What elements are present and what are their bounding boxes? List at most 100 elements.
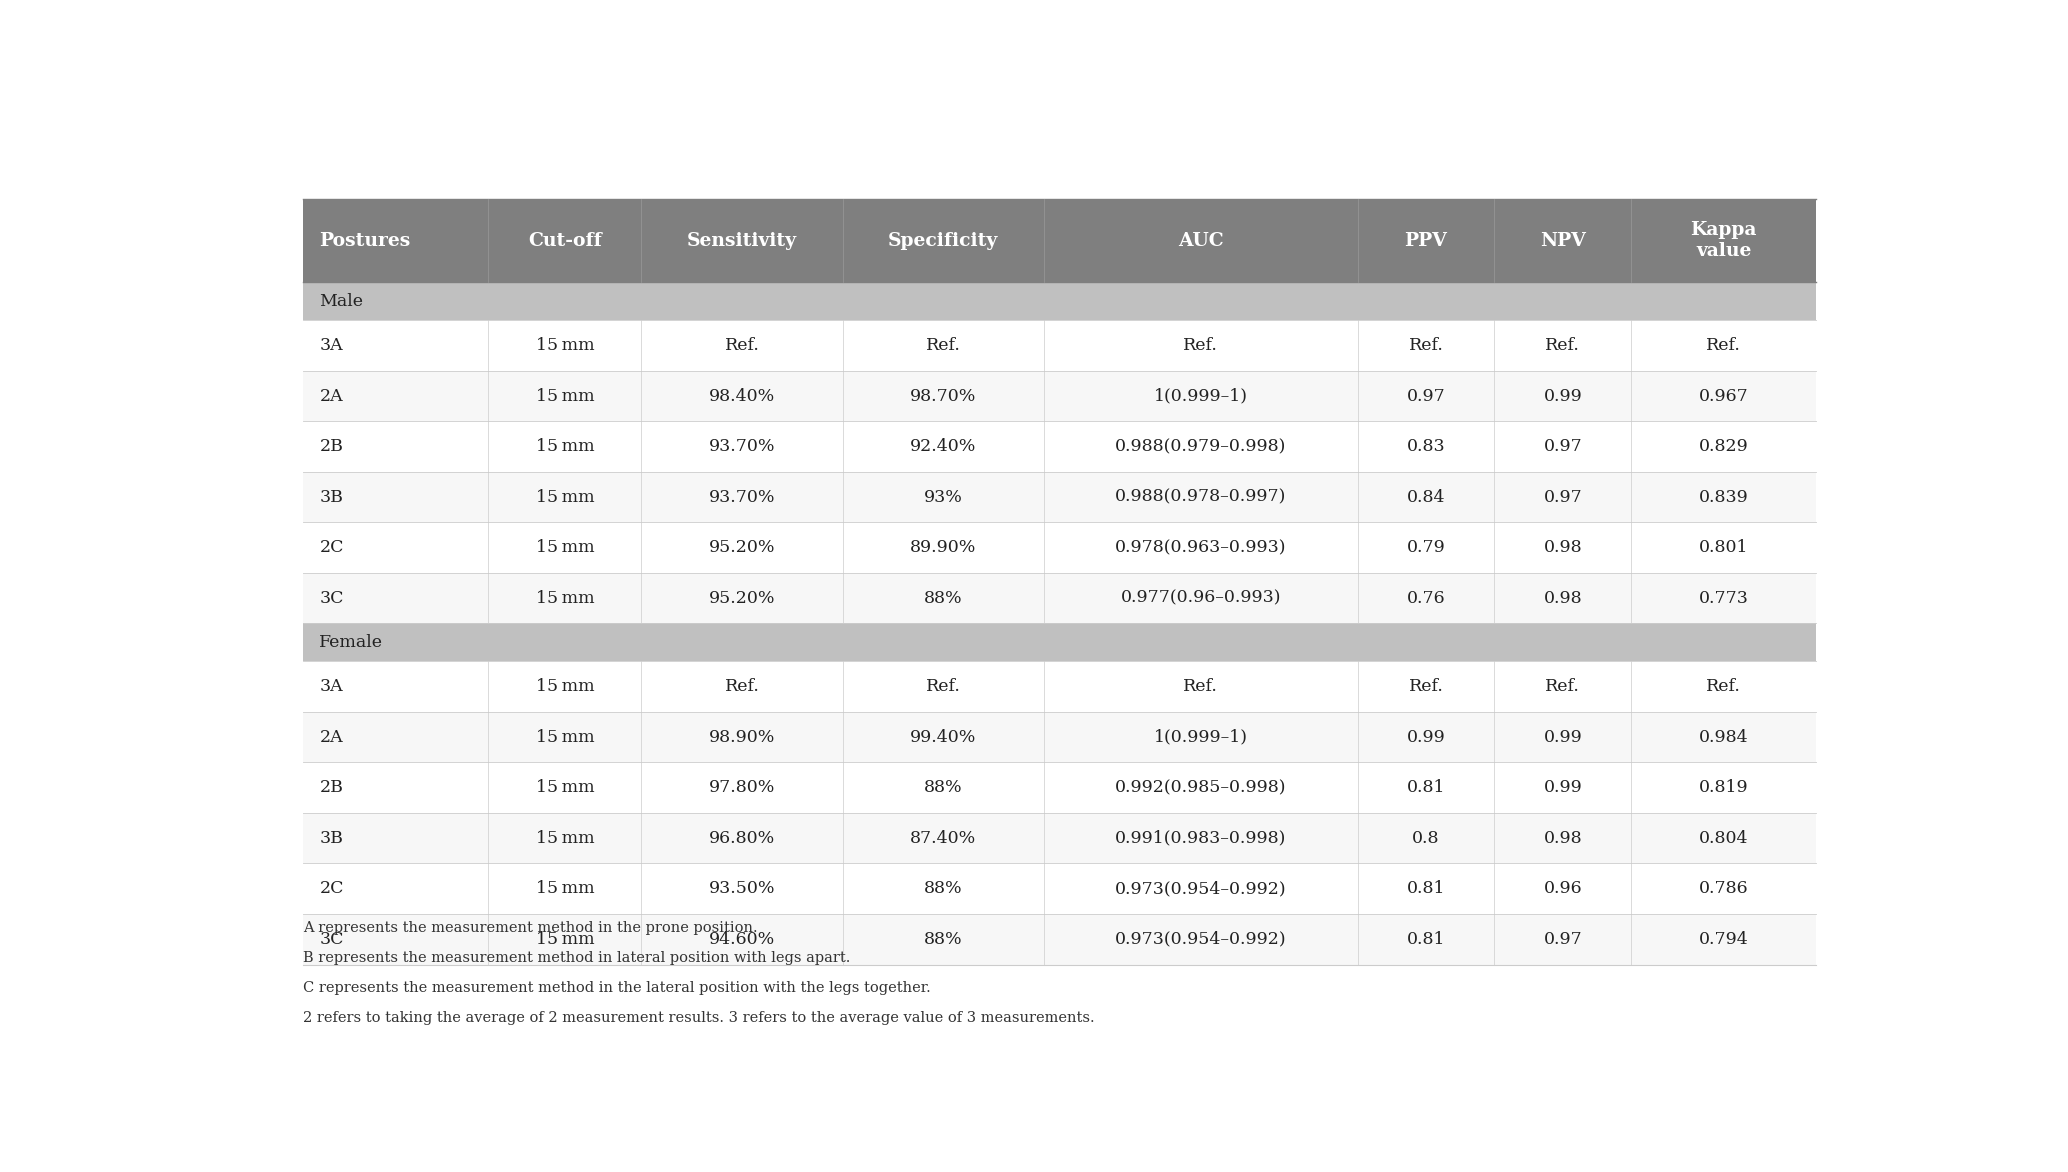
Text: 15 mm: 15 mm <box>536 539 594 557</box>
Text: 2B: 2B <box>318 779 343 796</box>
Text: 0.819: 0.819 <box>1700 779 1750 796</box>
Text: Ref.: Ref. <box>1408 338 1443 354</box>
Text: 0.804: 0.804 <box>1700 830 1750 846</box>
Bar <box>304 282 1816 320</box>
Text: 0.99: 0.99 <box>1543 779 1582 796</box>
Text: 98.90%: 98.90% <box>709 729 776 745</box>
Text: 0.8: 0.8 <box>1412 830 1439 846</box>
Text: 92.40%: 92.40% <box>910 438 976 455</box>
Text: 15 mm: 15 mm <box>536 679 594 695</box>
Bar <box>304 370 1816 421</box>
Text: 3C: 3C <box>318 931 343 948</box>
Text: 88%: 88% <box>924 779 962 796</box>
Bar <box>304 320 1816 370</box>
Text: 93.70%: 93.70% <box>709 489 776 505</box>
Text: 88%: 88% <box>924 880 962 898</box>
Text: 15 mm: 15 mm <box>536 590 594 607</box>
Text: Ref.: Ref. <box>926 679 962 695</box>
Text: 0.988(0.979–0.998): 0.988(0.979–0.998) <box>1115 438 1286 455</box>
Bar <box>304 421 1816 472</box>
Text: 15 mm: 15 mm <box>536 830 594 846</box>
Text: NPV: NPV <box>1541 232 1586 250</box>
Text: 0.988(0.978–0.997): 0.988(0.978–0.997) <box>1115 489 1286 505</box>
Text: 0.81: 0.81 <box>1406 779 1446 796</box>
Text: 2C: 2C <box>318 539 343 557</box>
Text: Ref.: Ref. <box>1545 679 1580 695</box>
Text: PPV: PPV <box>1404 232 1448 250</box>
Text: 95.20%: 95.20% <box>709 539 776 557</box>
Bar <box>304 199 1816 282</box>
Text: 15 mm: 15 mm <box>536 388 594 404</box>
Text: 98.70%: 98.70% <box>910 388 976 404</box>
Text: 0.967: 0.967 <box>1700 388 1750 404</box>
Bar <box>304 813 1816 864</box>
Text: 2C: 2C <box>318 880 343 898</box>
Bar <box>304 763 1816 813</box>
Text: 1(0.999–1): 1(0.999–1) <box>1154 388 1247 404</box>
Text: Ref.: Ref. <box>1706 338 1741 354</box>
Text: Ref.: Ref. <box>1408 679 1443 695</box>
Text: Ref.: Ref. <box>1183 338 1218 354</box>
Text: Ref.: Ref. <box>1706 679 1741 695</box>
Text: 3B: 3B <box>318 489 343 505</box>
Text: 88%: 88% <box>924 931 962 948</box>
Text: 0.839: 0.839 <box>1700 489 1750 505</box>
Text: 95.20%: 95.20% <box>709 590 776 607</box>
Text: 0.991(0.983–0.998): 0.991(0.983–0.998) <box>1115 830 1286 846</box>
Text: 0.99: 0.99 <box>1543 729 1582 745</box>
Text: Kappa
value: Kappa value <box>1690 222 1758 260</box>
Text: 0.76: 0.76 <box>1406 590 1446 607</box>
Text: Ref.: Ref. <box>926 338 962 354</box>
Text: 0.97: 0.97 <box>1543 438 1582 455</box>
Text: B represents the measurement method in lateral position with legs apart.: B represents the measurement method in l… <box>304 950 850 965</box>
Text: 15 mm: 15 mm <box>536 338 594 354</box>
Text: 2A: 2A <box>318 729 343 745</box>
Text: 0.99: 0.99 <box>1543 388 1582 404</box>
Text: C represents the measurement method in the lateral position with the legs togeth: C represents the measurement method in t… <box>304 981 931 995</box>
Text: 0.79: 0.79 <box>1406 539 1446 557</box>
Text: 0.984: 0.984 <box>1700 729 1750 745</box>
Text: 0.973(0.954–0.992): 0.973(0.954–0.992) <box>1115 931 1286 948</box>
Text: 0.973(0.954–0.992): 0.973(0.954–0.992) <box>1115 880 1286 898</box>
Text: Specificity: Specificity <box>887 232 999 250</box>
Text: 0.786: 0.786 <box>1700 880 1750 898</box>
Text: Postures: Postures <box>318 232 412 250</box>
Text: Male: Male <box>318 293 364 309</box>
Text: 88%: 88% <box>924 590 962 607</box>
Text: 15 mm: 15 mm <box>536 931 594 948</box>
Text: 87.40%: 87.40% <box>910 830 976 846</box>
Bar <box>304 864 1816 914</box>
Text: Ref.: Ref. <box>724 338 759 354</box>
Text: 3B: 3B <box>318 830 343 846</box>
Text: 1(0.999–1): 1(0.999–1) <box>1154 729 1247 745</box>
Text: Sensitivity: Sensitivity <box>687 232 796 250</box>
Text: 93.70%: 93.70% <box>709 438 776 455</box>
Text: 0.84: 0.84 <box>1406 489 1446 505</box>
Text: 0.801: 0.801 <box>1700 539 1750 557</box>
Text: 3A: 3A <box>318 338 343 354</box>
Text: 99.40%: 99.40% <box>910 729 976 745</box>
Text: 3C: 3C <box>318 590 343 607</box>
Text: 0.97: 0.97 <box>1406 388 1446 404</box>
Text: 15 mm: 15 mm <box>536 438 594 455</box>
Text: AUC: AUC <box>1179 232 1224 250</box>
Text: 0.992(0.985–0.998): 0.992(0.985–0.998) <box>1115 779 1286 796</box>
Text: 0.773: 0.773 <box>1698 590 1750 607</box>
Text: Ref.: Ref. <box>1183 679 1218 695</box>
Text: 2B: 2B <box>318 438 343 455</box>
Text: 15 mm: 15 mm <box>536 489 594 505</box>
Text: 93.50%: 93.50% <box>709 880 776 898</box>
Text: 0.794: 0.794 <box>1700 931 1750 948</box>
Text: 2 refers to taking the average of 2 measurement results. 3 refers to the average: 2 refers to taking the average of 2 meas… <box>304 1010 1094 1024</box>
Text: 15 mm: 15 mm <box>536 880 594 898</box>
Text: A represents the measurement method in the prone position.: A represents the measurement method in t… <box>304 921 759 935</box>
Text: 0.96: 0.96 <box>1543 880 1582 898</box>
Text: 0.99: 0.99 <box>1406 729 1446 745</box>
Text: Ref.: Ref. <box>724 679 759 695</box>
Text: 0.83: 0.83 <box>1406 438 1446 455</box>
Text: Cut-off: Cut-off <box>527 232 602 250</box>
Text: 0.81: 0.81 <box>1406 880 1446 898</box>
Text: 0.97: 0.97 <box>1543 931 1582 948</box>
Text: Female: Female <box>318 634 383 650</box>
Bar <box>304 624 1816 661</box>
